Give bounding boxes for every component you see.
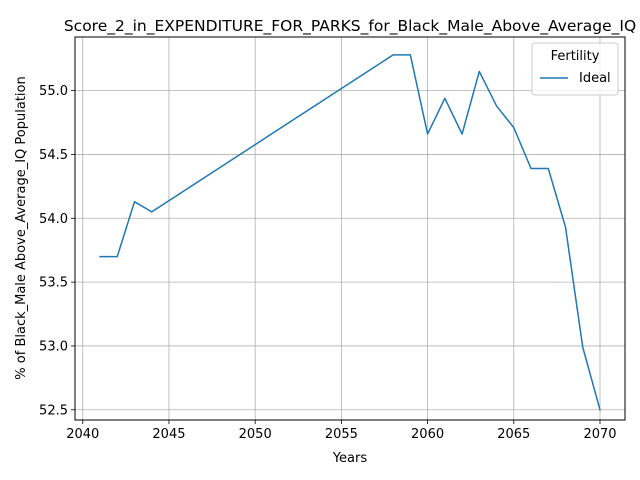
y-tick-label: 53.0 [39, 339, 68, 354]
y-tick-label: 53.5 [39, 276, 68, 291]
legend-label-ideal: Ideal [579, 71, 611, 86]
x-tick-label: 2050 [239, 427, 272, 442]
legend-title: Fertility [551, 49, 600, 64]
x-tick-label: 2040 [66, 427, 99, 442]
chart-title: Score_2_in_EXPENDITURE_FOR_PARKS_for_Bla… [64, 17, 636, 36]
x-tick-label: 2065 [497, 427, 530, 442]
y-tick-label: 54.0 [39, 212, 68, 227]
y-tick-label: 52.5 [39, 403, 68, 418]
legend: Fertility Ideal [532, 43, 618, 95]
x-tick-label: 2060 [411, 427, 444, 442]
x-tick-label: 2070 [583, 427, 616, 442]
y-axis-label: % of Black_Male Above_Average_IQ Populat… [14, 76, 29, 379]
y-tick-label: 55.0 [39, 84, 68, 99]
x-tick-label: 2045 [152, 427, 185, 442]
y-tick-label: 54.5 [39, 148, 68, 163]
x-axis-label: Years [332, 451, 368, 466]
x-tick-label: 2055 [325, 427, 358, 442]
